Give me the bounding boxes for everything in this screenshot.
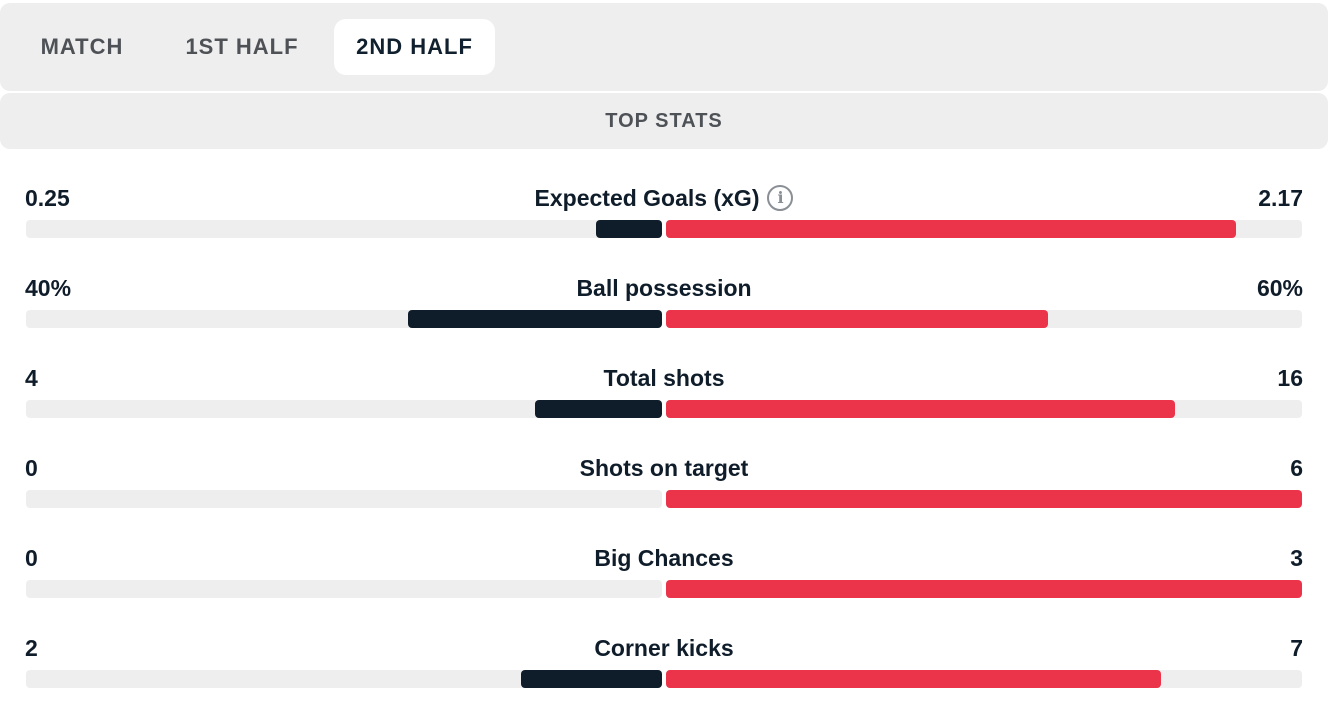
home-bar-fill (408, 310, 662, 328)
away-bar-fill (666, 490, 1302, 508)
stat-label: Expected Goals (xG) i (0, 183, 1328, 213)
away-bar-fill (666, 580, 1302, 598)
stat-home-value: 0 (25, 545, 38, 571)
info-icon[interactable]: i (767, 184, 794, 211)
stat-row: 0 Big Chances 3 (0, 543, 1334, 633)
away-bar-track (666, 490, 1302, 508)
away-bar-track (666, 670, 1302, 688)
stat-home-value: 4 (25, 365, 38, 391)
away-bar-track (666, 220, 1302, 238)
stat-row: 0.25 Expected Goals (xG) i 2.17 (0, 183, 1334, 273)
home-bar-track (26, 490, 662, 508)
home-bar-track (26, 670, 662, 688)
stat-label-text: Expected Goals (xG) (534, 185, 760, 211)
stat-label: Ball possession (0, 273, 1328, 303)
stat-label-text: Shots on target (579, 455, 749, 481)
home-bar-track (26, 310, 662, 328)
home-bar-fill (535, 400, 662, 418)
home-bar-track (26, 580, 662, 598)
stat-away-value: 3 (1290, 545, 1303, 571)
tab-1st-half[interactable]: 1ST HALF (185, 34, 299, 59)
stat-label: Shots on target (0, 453, 1328, 483)
stat-label-text: Big Chances (594, 545, 734, 571)
stat-label: Total shots (0, 363, 1328, 393)
stat-row: 4 Total shots 16 (0, 363, 1334, 453)
stat-label-text: Total shots (603, 365, 725, 391)
away-bar-track (666, 580, 1302, 598)
stat-away-value: 16 (1277, 365, 1303, 391)
section-header-top-stats: TOP STATS (0, 93, 1328, 149)
stat-away-value: 7 (1290, 635, 1303, 661)
home-bar-track (26, 400, 662, 418)
stat-label: Big Chances (0, 543, 1328, 573)
stat-home-value: 0.25 (25, 185, 70, 211)
home-bar-fill (521, 670, 662, 688)
stat-home-value: 2 (25, 635, 38, 661)
home-bar-track (26, 220, 662, 238)
away-bar-fill (666, 670, 1161, 688)
stat-label: Corner kicks (0, 633, 1328, 663)
stat-row: 0 Shots on target 6 (0, 453, 1334, 543)
stat-row: 40% Ball possession 60% (0, 273, 1334, 363)
stat-home-value: 40% (25, 275, 72, 301)
stat-away-value: 6 (1290, 455, 1303, 481)
away-bar-track (666, 400, 1302, 418)
stat-label-text: Corner kicks (594, 635, 734, 661)
away-bar-fill (666, 400, 1175, 418)
tab-match[interactable]: MATCH (40, 34, 124, 59)
away-bar-track (666, 310, 1302, 328)
stat-label-text: Ball possession (576, 275, 752, 301)
away-bar-fill (666, 310, 1048, 328)
stat-away-value: 2.17 (1258, 185, 1303, 211)
away-bar-fill (666, 220, 1236, 238)
period-tab-bar: MATCH 1ST HALF 2ND HALF (0, 3, 1328, 91)
tab-2nd-half[interactable]: 2ND HALF (334, 19, 495, 75)
stat-row: 2 Corner kicks 7 (0, 633, 1334, 710)
stat-home-value: 0 (25, 455, 38, 481)
stat-away-value: 60% (1256, 275, 1303, 301)
home-bar-fill (596, 220, 662, 238)
